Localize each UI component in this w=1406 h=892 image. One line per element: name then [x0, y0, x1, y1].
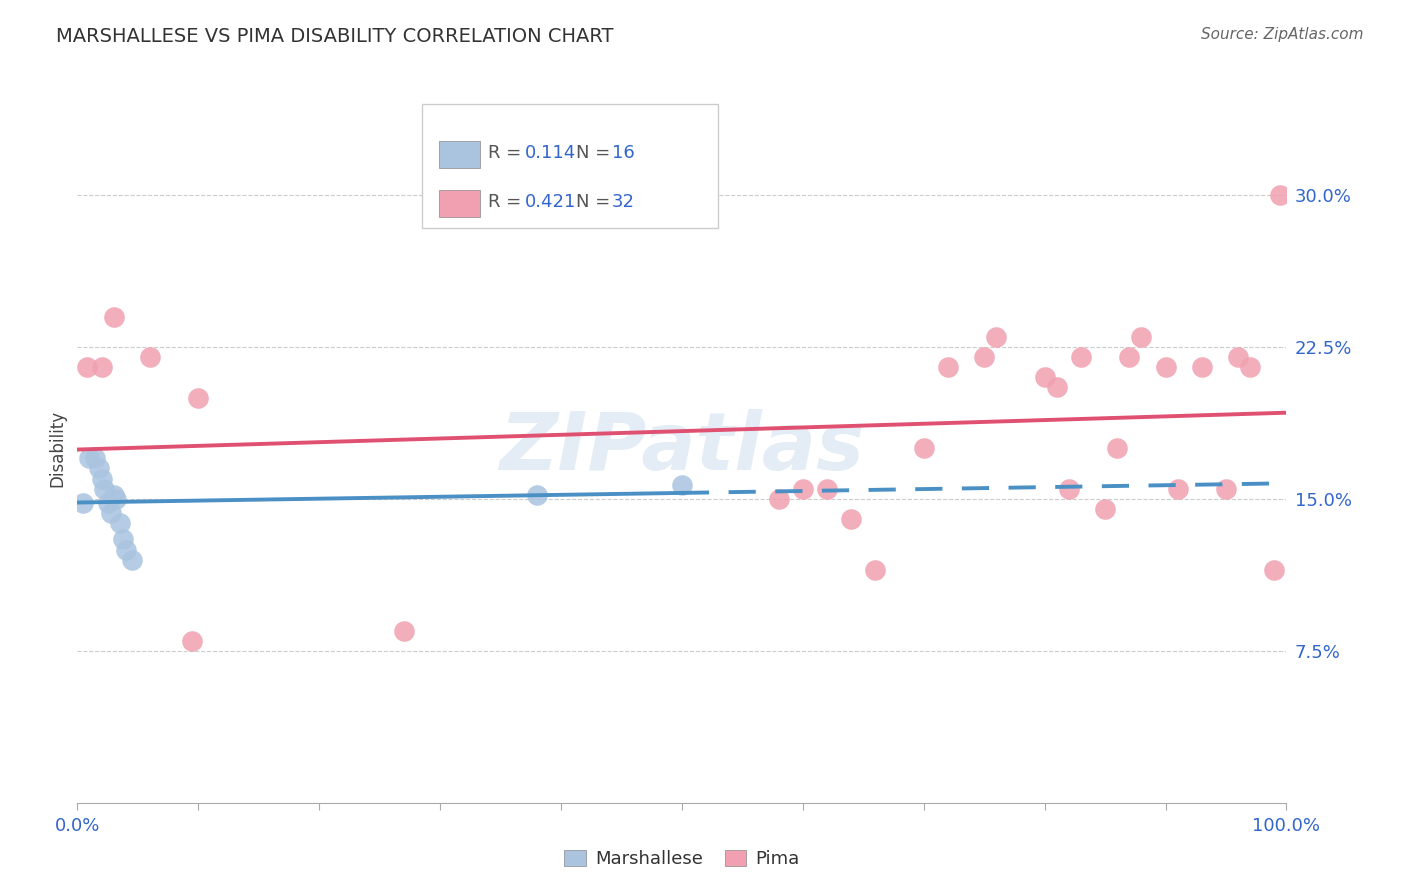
Point — [121, 552, 143, 566]
Point — [79, 451, 101, 466]
Point — [1107, 441, 1129, 455]
Point — [114, 542, 136, 557]
Point — [1033, 370, 1056, 384]
Point — [1057, 482, 1080, 496]
Point — [392, 624, 415, 638]
FancyBboxPatch shape — [439, 141, 479, 168]
Point — [139, 350, 162, 364]
Point — [671, 477, 693, 491]
Text: 32: 32 — [612, 194, 634, 211]
Point — [87, 461, 110, 475]
Point — [1094, 502, 1116, 516]
Point — [93, 482, 115, 496]
Point — [90, 360, 112, 375]
Text: N =: N = — [575, 194, 616, 211]
Point — [103, 310, 125, 324]
Point — [72, 496, 94, 510]
Y-axis label: Disability: Disability — [48, 409, 66, 487]
Point — [76, 360, 98, 375]
Point — [912, 441, 935, 455]
Point — [1215, 482, 1237, 496]
Text: 0.421: 0.421 — [524, 194, 576, 211]
Point — [1130, 330, 1153, 344]
Point — [1154, 360, 1177, 375]
Point — [1239, 360, 1261, 375]
Point — [768, 491, 790, 506]
Point — [839, 512, 862, 526]
Point — [865, 563, 887, 577]
Point — [1070, 350, 1092, 364]
Point — [181, 633, 204, 648]
Text: 0.114: 0.114 — [524, 145, 576, 162]
Point — [986, 330, 1008, 344]
Point — [815, 482, 838, 496]
Point — [1118, 350, 1140, 364]
Point — [1270, 188, 1292, 202]
Point — [105, 491, 128, 506]
Text: R =: R = — [488, 145, 527, 162]
Text: N =: N = — [575, 145, 616, 162]
Point — [108, 516, 131, 531]
Text: ZIPatlas: ZIPatlas — [499, 409, 865, 487]
Point — [84, 451, 107, 466]
Text: MARSHALLESE VS PIMA DISABILITY CORRELATION CHART: MARSHALLESE VS PIMA DISABILITY CORRELATI… — [56, 27, 614, 45]
Point — [100, 506, 122, 520]
Point — [96, 496, 118, 510]
Point — [1227, 350, 1250, 364]
Point — [1167, 482, 1189, 496]
Point — [936, 360, 959, 375]
Point — [187, 391, 209, 405]
Point — [792, 482, 814, 496]
Point — [526, 488, 548, 502]
Point — [103, 488, 125, 502]
Point — [1191, 360, 1213, 375]
Text: R =: R = — [488, 194, 527, 211]
Text: Source: ZipAtlas.com: Source: ZipAtlas.com — [1201, 27, 1364, 42]
Text: 16: 16 — [612, 145, 634, 162]
Point — [1263, 563, 1285, 577]
Legend: Marshallese, Pima: Marshallese, Pima — [557, 843, 807, 875]
Point — [973, 350, 995, 364]
Point — [1046, 380, 1069, 394]
Point — [112, 533, 135, 547]
FancyBboxPatch shape — [422, 104, 718, 228]
Point — [90, 472, 112, 486]
FancyBboxPatch shape — [439, 190, 479, 218]
